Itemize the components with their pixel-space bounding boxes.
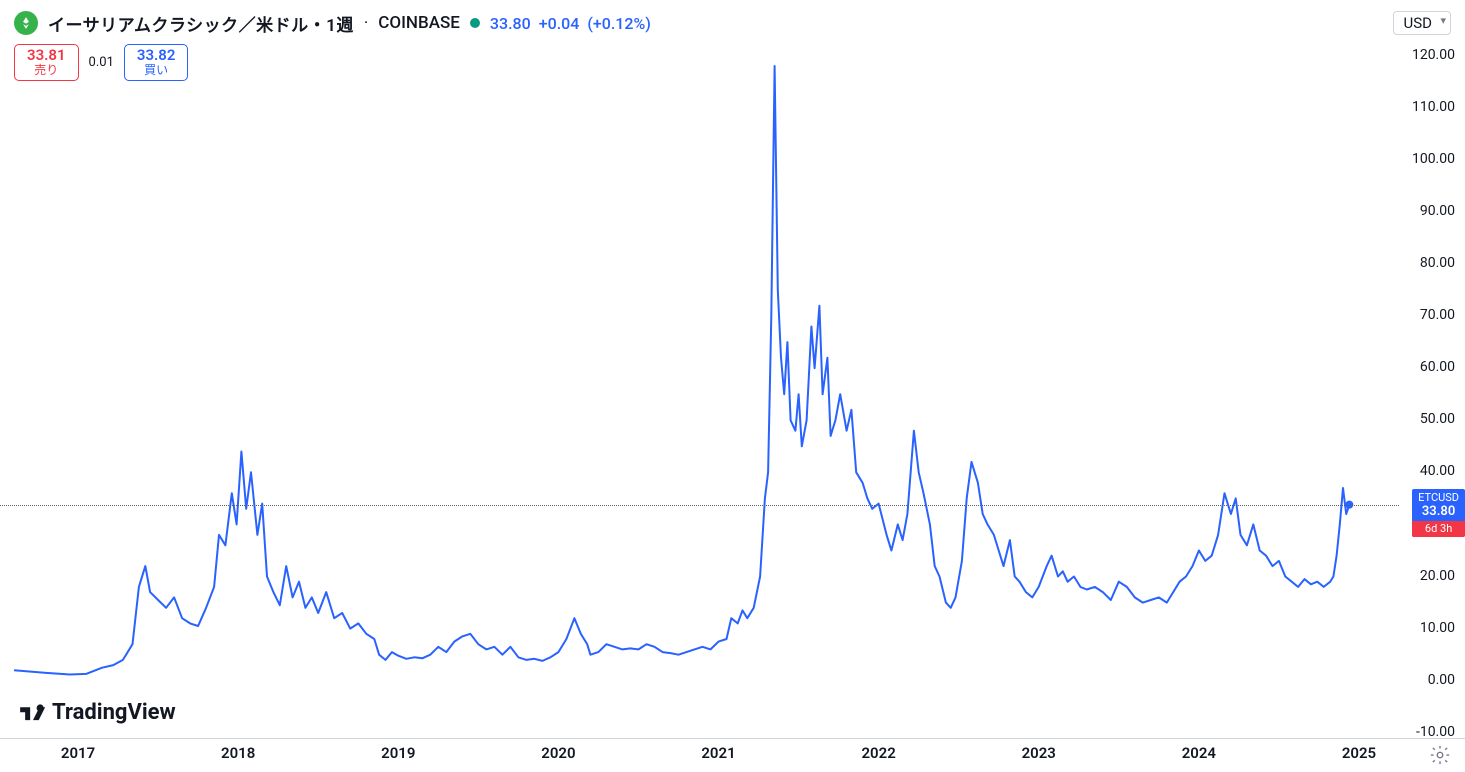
chart-container: { "header": { "coin_icon_color": "#35b34… — [0, 0, 1465, 772]
y-tick-label: 100.00 — [1412, 151, 1455, 167]
price-flag-value: 33.80 — [1418, 504, 1459, 520]
x-tick-label: 2021 — [701, 744, 735, 762]
y-tick-label: 80.00 — [1420, 255, 1455, 271]
price-chart[interactable] — [0, 0, 1465, 772]
x-tick-label: 2023 — [1022, 744, 1056, 762]
x-tick-label: 2024 — [1182, 744, 1216, 762]
watermark-text: TradingView — [52, 700, 176, 725]
settings-gear-icon[interactable] — [1429, 744, 1451, 766]
x-axis-separator — [0, 738, 1465, 739]
price-flag-countdown: 6d 3h — [1412, 521, 1465, 536]
x-tick-label: 2022 — [861, 744, 895, 762]
price-flag: ETCUSD 33.80 6d 3h — [1412, 489, 1465, 537]
x-tick-label: 2020 — [541, 744, 575, 762]
y-tick-label: 50.00 — [1420, 411, 1455, 427]
price-flag-symbol: ETCUSD — [1418, 491, 1459, 504]
y-tick-label: 10.00 — [1420, 620, 1455, 636]
y-tick-label: 60.00 — [1420, 359, 1455, 375]
x-axis[interactable]: 2017 2018 2019 2020 2021 2022 2023 2024 2025 — [0, 744, 1399, 772]
y-tick-label: 0.00 — [1428, 672, 1455, 688]
y-axis[interactable]: -10.000.0010.0020.0030.0040.0050.0060.00… — [1399, 0, 1465, 772]
tradingview-watermark[interactable]: TradingView — [20, 700, 176, 725]
y-tick-label: 40.00 — [1420, 463, 1455, 479]
y-tick-label: 70.00 — [1420, 307, 1455, 323]
y-tick-label: 20.00 — [1420, 568, 1455, 584]
y-tick-label: 110.00 — [1412, 99, 1455, 115]
price-line — [14, 66, 1349, 675]
y-tick-label: 120.00 — [1412, 47, 1455, 63]
x-tick-label: 2019 — [381, 744, 415, 762]
x-tick-label: 2018 — [221, 744, 255, 762]
x-tick-label: 2025 — [1342, 744, 1376, 762]
current-price-line — [0, 505, 1399, 506]
x-tick-label: 2017 — [61, 744, 95, 762]
y-tick-label: 90.00 — [1420, 203, 1455, 219]
